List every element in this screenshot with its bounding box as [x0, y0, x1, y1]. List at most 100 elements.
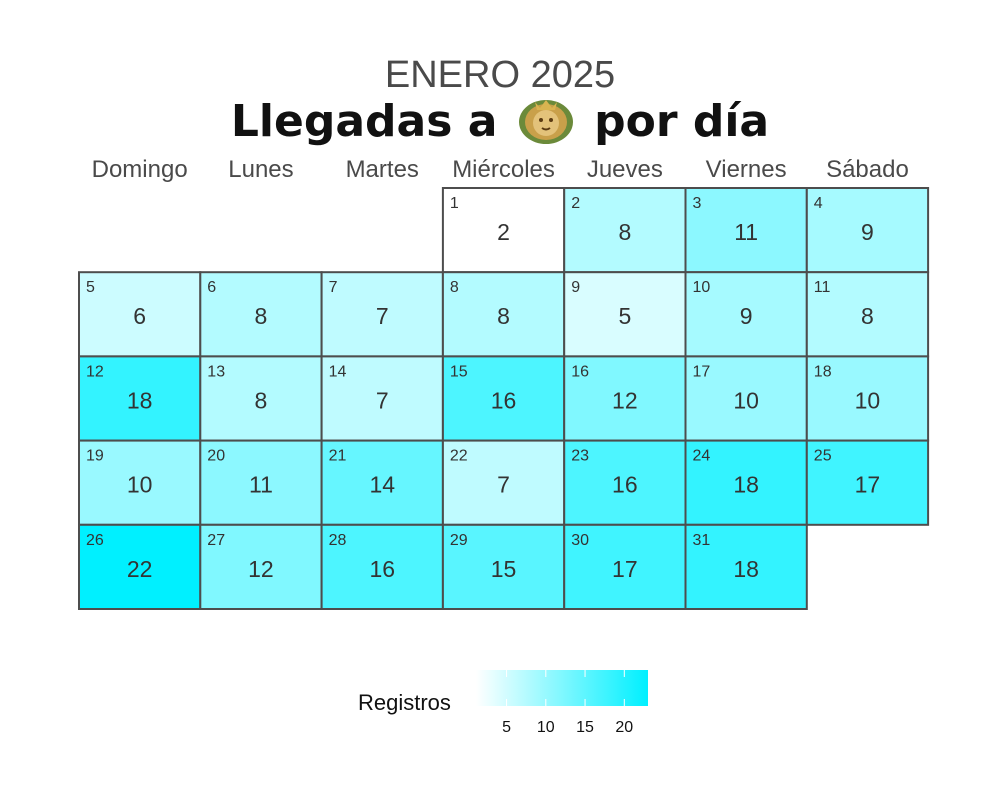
- day-value: 10: [733, 387, 759, 413]
- day-value: 18: [127, 387, 153, 413]
- day-cell: [563, 439, 687, 526]
- day-value: 7: [376, 303, 389, 329]
- day-number: 26: [86, 532, 104, 549]
- day-value: 7: [497, 472, 510, 498]
- day-number: 30: [571, 532, 589, 549]
- day-number: 3: [693, 195, 702, 212]
- day-number: 17: [693, 363, 711, 380]
- day-value: 18: [733, 472, 759, 498]
- day-value: 8: [255, 303, 268, 329]
- day-value: 17: [612, 556, 638, 582]
- chart-title: ENERO 2025: [384, 54, 616, 96]
- day-number: 23: [571, 448, 589, 465]
- day-number: 13: [207, 363, 225, 380]
- day-value: 7: [376, 387, 389, 413]
- day-cell: [441, 523, 566, 610]
- day-value: 9: [861, 219, 874, 245]
- day-number: 12: [86, 363, 104, 380]
- day-number: 21: [329, 448, 347, 465]
- day-cell: [441, 271, 566, 358]
- day-cell: [441, 439, 566, 526]
- weekday-header: Miércoles: [452, 156, 555, 183]
- day-number: 25: [814, 448, 832, 465]
- day-cell: [320, 523, 444, 610]
- day-value: 2: [497, 219, 510, 245]
- chart-subtitle: Llegadas a por día: [0, 96, 1000, 149]
- day-number: 19: [86, 448, 104, 465]
- day-number: 24: [693, 448, 711, 465]
- day-number: 20: [207, 448, 225, 465]
- day-cell: [78, 439, 202, 526]
- day-number: 2: [571, 195, 580, 212]
- day-cell: [320, 439, 444, 526]
- legend-title: Registros: [358, 690, 451, 715]
- day-cell: [684, 523, 808, 610]
- day-cell: [199, 271, 323, 358]
- day-number: 7: [329, 279, 338, 296]
- day-value: 15: [491, 556, 517, 582]
- day-value: 8: [861, 303, 874, 329]
- day-cell: [563, 187, 687, 274]
- day-number: 15: [450, 363, 468, 380]
- day-cell: [684, 439, 808, 526]
- day-cell: [805, 439, 930, 526]
- day-value: 16: [491, 387, 517, 413]
- legend-color-bar: [476, 670, 648, 706]
- day-number: 10: [693, 279, 711, 296]
- day-cell: [78, 355, 202, 442]
- day-cell: [320, 271, 444, 358]
- day-cell: [684, 187, 808, 274]
- day-value: 6: [133, 303, 146, 329]
- day-value: 11: [734, 219, 758, 245]
- day-value: 9: [740, 303, 753, 329]
- day-value: 16: [369, 556, 395, 582]
- weekday-header: Lunes: [228, 156, 293, 183]
- day-number: 29: [450, 532, 468, 549]
- day-cell: [78, 271, 202, 358]
- weekday-header: Sábado: [826, 156, 909, 183]
- day-number: 22: [450, 448, 468, 465]
- day-cell: [199, 355, 323, 442]
- day-cell: [805, 271, 930, 358]
- day-value: 12: [612, 387, 638, 413]
- day-number: 31: [693, 532, 711, 549]
- day-number: 6: [207, 279, 216, 296]
- day-number: 27: [207, 532, 225, 549]
- day-cell: [78, 523, 202, 610]
- day-value: 10: [855, 387, 881, 413]
- day-value: 8: [255, 387, 268, 413]
- day-number: 16: [571, 363, 589, 380]
- day-cell: [320, 355, 444, 442]
- day-value: 8: [618, 219, 631, 245]
- day-cell: [199, 439, 323, 526]
- weekday-header: Domingo: [92, 156, 188, 183]
- day-cell: [805, 187, 930, 274]
- day-number: 5: [86, 279, 95, 296]
- day-number: 11: [814, 279, 831, 296]
- subtitle-text-before: Llegadas a: [230, 96, 498, 147]
- day-number: 9: [571, 279, 580, 296]
- day-value: 8: [497, 303, 510, 329]
- day-value: 22: [127, 556, 153, 582]
- day-value: 14: [369, 472, 395, 498]
- day-cell: [563, 271, 687, 358]
- day-number: 18: [814, 363, 832, 380]
- day-value: 17: [855, 472, 881, 498]
- subtitle-text-after: por día: [594, 96, 770, 147]
- day-value: 16: [612, 472, 638, 498]
- day-number: 28: [329, 532, 347, 549]
- lion-crest-emblem-icon: [515, 96, 577, 146]
- day-number: 1: [450, 195, 459, 212]
- day-value: 11: [249, 472, 273, 498]
- day-value: 10: [127, 472, 153, 498]
- day-value: 18: [733, 556, 759, 582]
- weekday-header: Jueves: [587, 156, 663, 183]
- day-value: 12: [248, 556, 274, 582]
- day-number: 8: [450, 279, 459, 296]
- weekday-header: Viernes: [706, 156, 787, 183]
- day-number: 4: [814, 195, 823, 212]
- day-value: 5: [618, 303, 631, 329]
- day-cell: [684, 271, 808, 358]
- weekday-header: Martes: [346, 156, 419, 183]
